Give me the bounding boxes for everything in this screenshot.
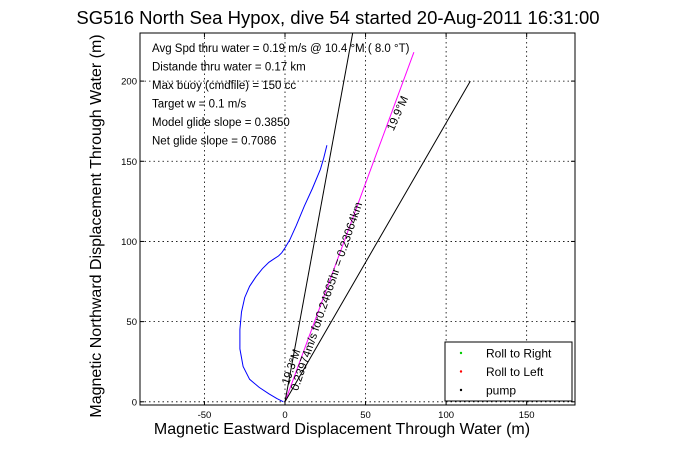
series-group — [239, 32, 471, 403]
info-line: Max buoy (cmdfile) = 150 cc — [152, 80, 296, 92]
y-tick-label: 0 — [132, 397, 137, 408]
y-tick-label: 50 — [126, 317, 137, 328]
y-axis-label: Magnetic Northward Displacement Through … — [88, 34, 105, 417]
plot-frame — [139, 32, 576, 406]
series-line-1 — [284, 52, 415, 402]
legend-label: pump — [486, 384, 516, 398]
info-line: Distande thru water = 0.17 km — [152, 62, 306, 74]
x-tick-label: 150 — [519, 410, 535, 421]
info-box: Avg Spd thru water = 0.19 m/s @ 10.4 °M … — [152, 43, 410, 148]
info-line: Target w = 0.1 m/s — [152, 99, 247, 111]
x-tick-label: 100 — [438, 410, 454, 421]
y-tick-label: 100 — [121, 237, 137, 248]
legend-label: Roll to Left — [486, 365, 544, 379]
ticks: -50 0 50 100 150 0 50 100 150 200 — [121, 33, 575, 421]
legend-label: Roll to Right — [486, 347, 552, 361]
x-tick-label: 50 — [360, 410, 371, 421]
legend-marker — [459, 388, 463, 392]
chart-title: SG516 North Sea Hypox, dive 54 started 2… — [76, 7, 599, 28]
y-tick-label: 150 — [121, 157, 137, 168]
x-tick-label: -50 — [198, 410, 212, 421]
info-line: Avg Spd thru water = 0.19 m/s @ 10.4 °M … — [152, 43, 410, 55]
grid — [140, 33, 575, 405]
series-line-0 — [239, 145, 328, 403]
series-line-2 — [284, 32, 354, 402]
x-axis-label: Magnetic Eastward Displacement Through W… — [154, 421, 530, 438]
y-tick-label: 200 — [121, 77, 137, 88]
info-line: Model glide slope = 0.3850 — [152, 117, 290, 129]
legend-frame — [444, 341, 573, 402]
legend-marker — [459, 351, 463, 355]
series-line-3 — [284, 80, 471, 403]
info-line: Net glide slope = 0.7086 — [152, 136, 276, 148]
legend-marker — [459, 370, 463, 373]
x-tick-label: 0 — [282, 410, 287, 421]
legend: Roll to Right Roll to Left pump — [444, 341, 573, 402]
